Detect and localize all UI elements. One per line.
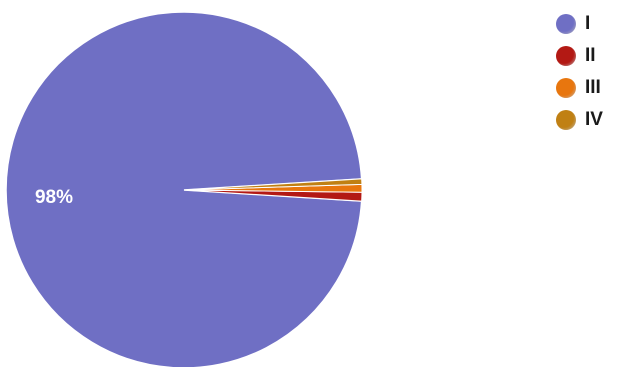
legend-swatch-IV: [556, 110, 576, 130]
legend-label-II: II: [585, 45, 596, 66]
legend-swatch-III: [556, 78, 576, 98]
legend-item-II: II: [556, 45, 603, 67]
legend-label-III: III: [585, 77, 601, 98]
legend-swatch-II: [556, 46, 576, 66]
pie-slice-I: [5, 11, 363, 367]
legend-label-I: I: [585, 13, 591, 34]
pie-slice-IV: [183, 178, 363, 191]
legend-item-I: I: [556, 13, 603, 35]
legend: I II III IV: [556, 13, 603, 131]
legend-item-III: III: [556, 77, 603, 99]
data-label-I: 98%: [35, 187, 73, 208]
pie-slices: [5, 11, 363, 367]
legend-item-IV: IV: [556, 109, 603, 131]
legend-swatch-I: [556, 14, 576, 34]
legend-label-IV: IV: [585, 109, 603, 130]
